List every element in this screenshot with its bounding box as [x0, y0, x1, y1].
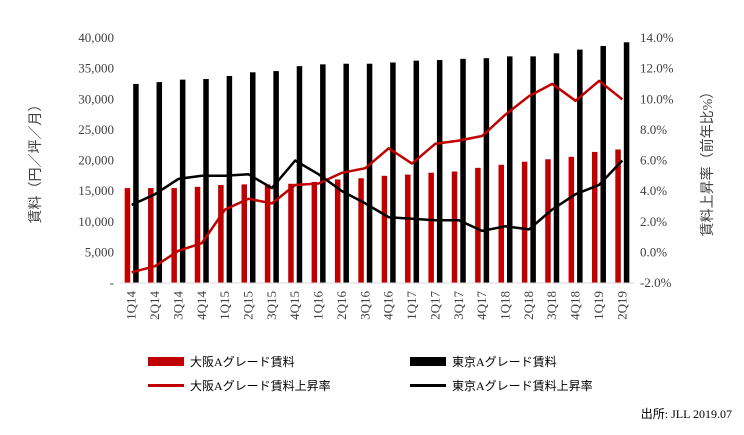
y2-tick-label: -2.0% — [640, 275, 672, 290]
y2-tick-label: 12.0% — [640, 61, 674, 76]
bar-tokyo — [483, 58, 490, 284]
bar-tokyo — [460, 58, 466, 284]
bar-osaka — [405, 174, 411, 283]
x-tick-label: 3Q14 — [170, 291, 185, 320]
bar-osaka — [264, 184, 271, 283]
y-tick-label: 35,000 — [78, 61, 114, 76]
right-axis-ticks: -2.0% 0.0% 2.0% 4.0% 6.0% 8.0% 10.0% 12.0% 14.0% — [640, 30, 674, 290]
line-layer — [131, 79, 624, 274]
y-tick-label: 30,000 — [78, 91, 114, 106]
bar-tokyo — [623, 42, 630, 283]
bar-tokyo — [600, 45, 606, 284]
bar-osaka — [334, 179, 341, 283]
bar-tokyo — [226, 75, 233, 283]
source-note: 出所: JLL 2019.07 — [640, 407, 732, 421]
left-axis-ticks: - 5,000 10,000 15,000 20,000 25,000 30,000 35,0… — [78, 30, 114, 290]
bar-osaka — [358, 178, 364, 283]
bar-osaka — [428, 172, 434, 283]
x-tick-label: 2Q14 — [147, 291, 162, 320]
x-tick-label: 3Q17 — [451, 291, 466, 320]
bar-osaka — [218, 185, 224, 283]
bar-tokyo — [413, 60, 420, 283]
x-tick-label: 1Q14 — [124, 291, 139, 320]
bar-tokyo — [577, 49, 583, 284]
right-axis-title: 賃料上昇率（前年比%） — [699, 85, 716, 237]
x-tick-label: 1Q16 — [311, 291, 326, 320]
bar-osaka — [241, 184, 247, 283]
left-axis-title: 賃料（円／坪／月） — [28, 98, 44, 224]
x-tick-label: 2Q15 — [241, 291, 256, 320]
bar-tokyo — [273, 71, 279, 283]
bar-osaka — [591, 151, 598, 283]
y2-tick-label: 8.0% — [640, 122, 667, 137]
y2-tick-label: 4.0% — [640, 183, 667, 198]
x-tick-label: 2Q17 — [427, 291, 442, 320]
y2-tick-label: 6.0% — [640, 153, 667, 168]
bar-tokyo — [156, 82, 163, 283]
line-tokyo-growth — [131, 159, 624, 233]
x-tick-label: 2Q16 — [334, 291, 349, 320]
y-tick-label: - — [110, 275, 114, 290]
x-tick-label: 1Q17 — [404, 291, 419, 320]
bar-osaka — [475, 167, 481, 283]
bar-osaka — [521, 161, 528, 283]
y2-tick-label: 14.0% — [640, 30, 674, 45]
x-tick-label: 3Q16 — [357, 291, 372, 320]
x-tick-label: 1Q15 — [217, 291, 232, 320]
bar-tokyo — [179, 79, 186, 284]
x-tick-label: 3Q18 — [544, 291, 559, 320]
x-tick-label: 1Q19 — [591, 291, 606, 320]
bar-osaka — [498, 164, 504, 283]
bar-osaka — [451, 171, 458, 283]
line-osaka-growth — [131, 79, 624, 274]
bar-tokyo — [296, 66, 303, 283]
bar-tokyo — [436, 60, 443, 283]
bar-osaka — [171, 188, 177, 283]
x-tick-label: 3Q15 — [264, 291, 279, 320]
x-axis-ticks: 1Q14 2Q14 3Q14 4Q14 1Q15 2Q15 3Q15 4Q15 1Q16 2Q16… — [124, 291, 630, 320]
bar-tokyo — [203, 79, 209, 283]
bar-tokyo — [320, 64, 326, 284]
x-tick-label: 4Q15 — [287, 291, 302, 320]
bar-osaka — [311, 181, 318, 283]
x-tick-label: 4Q14 — [194, 291, 209, 320]
bar-layer — [124, 42, 630, 284]
y-tick-label: 10,000 — [78, 214, 114, 229]
bar-osaka — [124, 188, 131, 283]
bar-osaka — [381, 175, 388, 283]
y-tick-label: 25,000 — [78, 122, 114, 137]
bar-osaka — [148, 188, 154, 283]
x-tick-label: 1Q18 — [498, 291, 513, 320]
x-tick-label: 2Q19 — [614, 291, 629, 320]
bar-tokyo — [530, 56, 536, 283]
bar-osaka — [568, 156, 575, 283]
x-tick-label: 2Q18 — [521, 291, 536, 320]
bar-tokyo — [553, 53, 560, 283]
x-tick-label: 4Q17 — [474, 291, 489, 320]
bar-tokyo — [507, 56, 513, 283]
bar-tokyo — [343, 63, 349, 283]
bar-tokyo — [366, 63, 373, 283]
x-tick-label: 4Q16 — [381, 291, 396, 320]
y-tick-label: 15,000 — [78, 183, 114, 198]
x-tick-label: 4Q18 — [568, 291, 583, 320]
bar-tokyo — [133, 83, 139, 283]
bar-osaka — [545, 159, 551, 283]
bar-tokyo — [390, 62, 396, 283]
bar-osaka — [288, 183, 294, 283]
bar-osaka — [615, 149, 621, 283]
y-tick-label: 20,000 — [78, 153, 114, 168]
y2-tick-label: 10.0% — [640, 91, 674, 106]
y2-tick-label: 2.0% — [640, 214, 667, 229]
bar-osaka — [194, 186, 201, 283]
y2-tick-label: 0.0% — [640, 244, 667, 259]
y-tick-label: 5,000 — [85, 244, 114, 259]
y-tick-label: 40,000 — [78, 30, 114, 45]
